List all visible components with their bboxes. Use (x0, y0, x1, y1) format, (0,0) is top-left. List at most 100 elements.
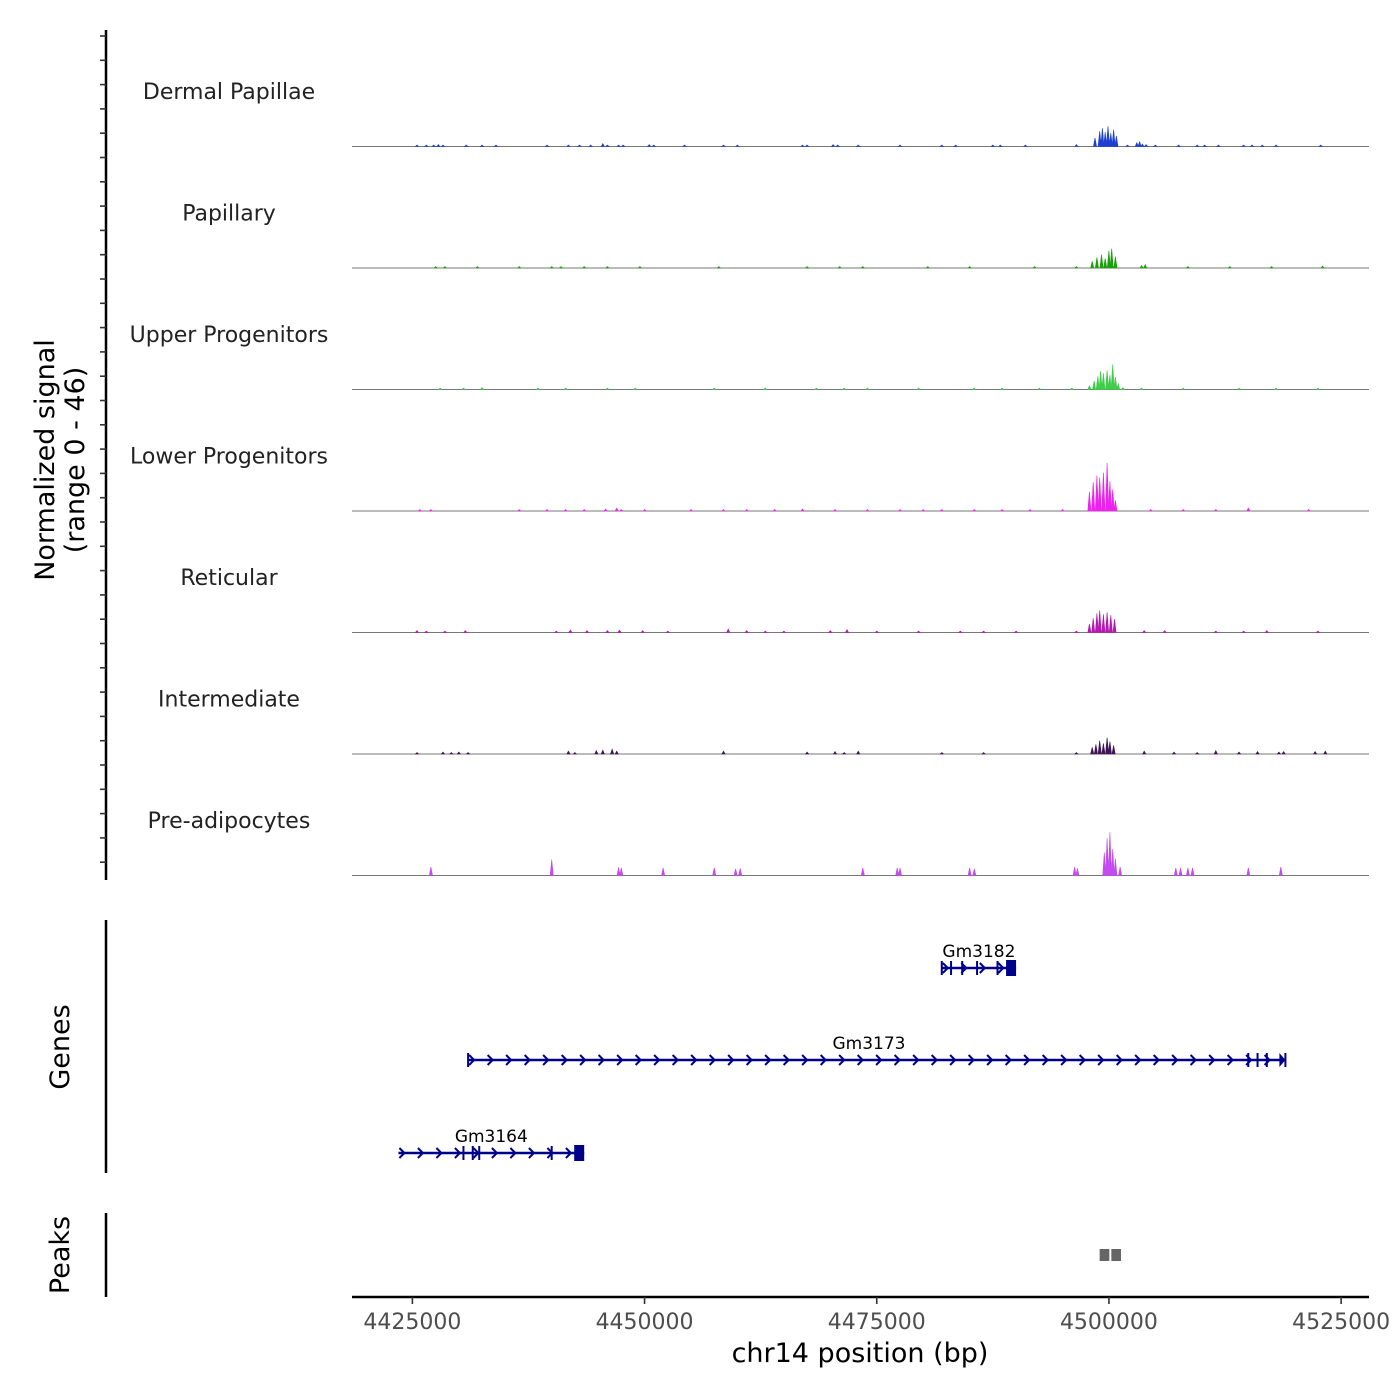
signal-peak (665, 630, 671, 633)
x-tick-label: 4425000 (363, 1310, 461, 1335)
signal-peak (781, 630, 787, 633)
signal-peak (772, 509, 777, 512)
signal-peak (804, 266, 810, 269)
signal-peak (600, 749, 605, 755)
signal-peak (1213, 509, 1219, 512)
gene-gm3182: Gm3182 (940, 942, 1017, 976)
signal-peak (1246, 507, 1251, 512)
strand-arrow (565, 1147, 573, 1159)
signal-peak (1094, 257, 1099, 269)
signal-peak (1074, 630, 1079, 633)
signal-peak (475, 266, 480, 269)
signal-peak (465, 752, 471, 755)
track-upper-progenitors: Upper Progenitors (130, 323, 1369, 390)
signal-peak (981, 630, 986, 633)
signal-peak (1180, 509, 1186, 512)
signal-peak (744, 630, 749, 633)
signal-peak (1249, 144, 1255, 147)
signal-peak (440, 144, 446, 147)
strand-arrow (1189, 1054, 1198, 1066)
signal-peak (535, 387, 541, 390)
signal-peak (1176, 144, 1181, 147)
signal-peak (744, 509, 750, 512)
gene-label: Gm3164 (455, 1127, 528, 1147)
signal-peak (610, 748, 615, 755)
signal-peak (835, 144, 841, 147)
signal-peak (898, 867, 902, 876)
signal-peak (1278, 866, 1283, 876)
signal-peak (1273, 387, 1279, 390)
signal-peak (456, 751, 462, 755)
gene-end-block (1006, 960, 1017, 976)
signal-peak (417, 509, 423, 512)
signal-peak (605, 387, 610, 390)
signal-peak (661, 867, 666, 876)
signal-peak (1100, 128, 1105, 147)
gene-gm3173: Gm3173 (467, 1034, 1287, 1067)
signal-peak (957, 630, 963, 633)
signal-peak (1108, 615, 1113, 633)
signal-peak (1315, 630, 1321, 633)
signal-peak (1103, 258, 1108, 269)
signal-peak (605, 630, 610, 633)
track-label: Intermediate (158, 688, 300, 713)
signal-peak (1113, 500, 1118, 512)
signal-peak (832, 509, 838, 512)
signal-peak (544, 144, 550, 147)
signal-peak (461, 387, 466, 390)
track-lower-progenitors: Lower Progenitors (130, 445, 1369, 512)
signal-peak (581, 266, 587, 269)
signal-peak (616, 144, 621, 147)
strand-arrow (1115, 1054, 1124, 1066)
signal-peak (971, 509, 977, 512)
signal-peak (814, 387, 819, 390)
signal-peak (479, 387, 485, 390)
signal-peak (553, 630, 559, 633)
signal-peak (1141, 630, 1147, 633)
strand-arrow (671, 1054, 680, 1066)
signal-peak (1094, 475, 1099, 512)
signal-peak (1113, 858, 1118, 876)
y-axis-title-line2: (range 0 - 46) (60, 367, 91, 554)
signal-peak (1098, 371, 1103, 390)
signal-peak (431, 144, 437, 147)
peaks-track-title: Peaks (45, 1216, 76, 1294)
signal-peak (1097, 131, 1102, 147)
signal-peak (800, 144, 805, 147)
signal-peak (1107, 481, 1112, 512)
signal-peak (967, 867, 972, 876)
strand-arrow (1060, 1054, 1068, 1066)
signal-peak (1101, 743, 1106, 755)
signal-peak (1036, 387, 1042, 390)
strand-arrow (801, 1054, 809, 1066)
signal-peak (414, 752, 420, 755)
signal-peak (1306, 509, 1311, 512)
signal-peak (1102, 852, 1107, 876)
signal-peak (721, 750, 726, 755)
signal-peak (651, 144, 657, 147)
y-axis-title-line1: Normalized signal (30, 339, 61, 581)
peaks-track (1099, 1249, 1122, 1261)
signal-peak (738, 868, 743, 876)
signal-peak (1318, 144, 1324, 147)
signal-peak (549, 266, 555, 269)
strand-arrow (986, 1054, 994, 1066)
signal-peak (1110, 364, 1115, 390)
strand-arrow (930, 1054, 939, 1066)
signal-peak (1185, 266, 1191, 269)
signal-peak (712, 867, 717, 876)
strand-arrow (486, 1054, 495, 1066)
track-label: Lower Progenitors (130, 445, 328, 470)
strand-arrow (875, 1054, 883, 1066)
signal-peak (1060, 509, 1065, 512)
signal-peak (549, 859, 554, 876)
strand-arrow (454, 1147, 462, 1159)
peak-region (1111, 1249, 1122, 1261)
signal-peak (1111, 129, 1116, 147)
signal-peak (1090, 261, 1095, 269)
signal-peak (1139, 387, 1144, 390)
signal-peak (1087, 384, 1092, 390)
strand-arrow (505, 1054, 513, 1066)
x-tick-label: 4525000 (1292, 1310, 1390, 1335)
strand-arrow (1041, 1054, 1050, 1066)
